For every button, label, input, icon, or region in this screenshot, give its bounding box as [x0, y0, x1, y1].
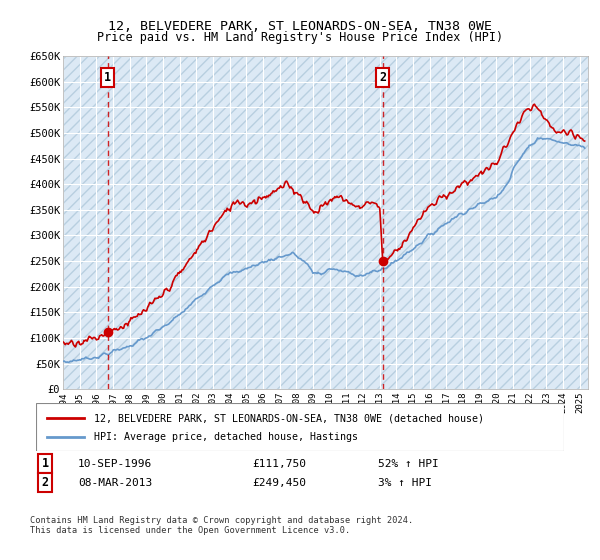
Text: HPI: Average price, detached house, Hastings: HPI: Average price, detached house, Hast… [94, 432, 358, 442]
Text: 2: 2 [41, 476, 49, 489]
Text: 3% ↑ HPI: 3% ↑ HPI [378, 478, 432, 488]
Text: 52% ↑ HPI: 52% ↑ HPI [378, 459, 439, 469]
Text: 2: 2 [379, 71, 386, 84]
Text: £249,450: £249,450 [252, 478, 306, 488]
Text: 12, BELVEDERE PARK, ST LEONARDS-ON-SEA, TN38 0WE: 12, BELVEDERE PARK, ST LEONARDS-ON-SEA, … [108, 20, 492, 32]
Text: 1: 1 [104, 71, 112, 84]
Text: 08-MAR-2013: 08-MAR-2013 [78, 478, 152, 488]
Text: 12, BELVEDERE PARK, ST LEONARDS-ON-SEA, TN38 0WE (detached house): 12, BELVEDERE PARK, ST LEONARDS-ON-SEA, … [94, 413, 484, 423]
Text: 10-SEP-1996: 10-SEP-1996 [78, 459, 152, 469]
Text: Contains HM Land Registry data © Crown copyright and database right 2024.
This d: Contains HM Land Registry data © Crown c… [30, 516, 413, 535]
Text: Price paid vs. HM Land Registry's House Price Index (HPI): Price paid vs. HM Land Registry's House … [97, 31, 503, 44]
Text: £111,750: £111,750 [252, 459, 306, 469]
Text: 1: 1 [41, 457, 49, 470]
